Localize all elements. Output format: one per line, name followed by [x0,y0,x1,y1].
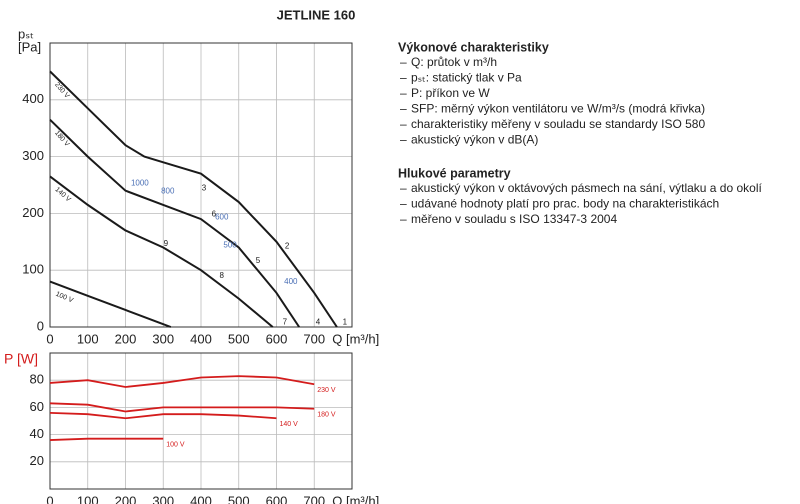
series-label: 100 V [54,291,74,305]
series-label: 230 V [317,387,336,394]
series-line [49,175,274,328]
chart-title: JETLINE 160 [277,7,356,22]
annotation: 800 [161,186,175,195]
series-line [49,437,164,441]
annotation: 6 [212,210,217,219]
annotation: 4 [316,318,321,327]
list-item: udávané hodnoty platí pro prac. body na … [411,197,719,211]
x-tick-label: 200 [115,493,137,504]
bullet: – [400,197,407,211]
x-tick-label: 400 [190,331,212,346]
list-item: akustický výkon v oktávových pásmech na … [411,181,763,195]
x-tick-label: 500 [228,493,250,504]
bullet: – [400,86,407,100]
annotation: 9 [164,239,169,248]
list-item: charakteristiky měřeny v souladu se stan… [411,117,705,131]
annotation: 1000 [131,178,149,187]
list-item: akustický výkon v dB(A) [411,133,538,147]
x-axis-label: Q [m³/h] [332,331,379,346]
x-tick-label: 700 [303,493,325,504]
bullet: – [400,117,407,131]
x-tick-label: 200 [115,331,137,346]
x-tick-label: 300 [152,493,174,504]
series-label: 140 V [53,186,72,204]
series-label: 230 V [53,81,70,100]
bullet: – [400,181,407,195]
y-tick-label: 80 [30,372,44,387]
x-tick-label: 100 [77,331,99,346]
x-tick-label: 700 [303,331,325,346]
list-item: pₛₜ: statický tlak v Pa [411,71,522,85]
bullet: – [400,55,407,69]
x-tick-label: 600 [266,493,288,504]
x-tick-label: 600 [266,331,288,346]
list-item: P: příkon ve W [411,86,490,100]
annotation: 3 [202,184,207,193]
series-line [49,280,172,328]
series-line [49,402,315,413]
bullet: – [400,71,407,85]
list-item: měřeno v souladu s ISO 13347-3 2004 [411,212,617,226]
y-tick-label: 20 [30,453,44,468]
x-tick-label: 0 [46,493,53,504]
annotation: 400 [284,277,298,286]
series-line [49,375,315,388]
annotation: 8 [220,271,225,280]
annotation: 2 [285,241,290,250]
annotation: 7 [283,318,288,327]
y-tick-label: 100 [22,262,44,277]
y-tick-label: 200 [22,205,44,220]
series-line [49,70,338,328]
bullet: – [400,212,407,226]
annotation: 600 [215,212,229,221]
y-axis-label: pₛₜ [18,26,34,41]
plot-frame [49,42,353,328]
series-label: 180 V [53,130,70,149]
section-heading: Hlukové parametry [398,166,511,180]
bullet: – [400,102,407,116]
list-item: Q: průtok v m³/h [411,55,497,69]
x-tick-label: 300 [152,331,174,346]
x-tick-label: 500 [228,331,250,346]
y-tick-label: 300 [22,148,44,163]
annotation: 5 [256,256,261,265]
y-axis-label: P [W] [4,351,38,367]
plot-frame [49,352,353,490]
x-tick-label: 100 [77,493,99,504]
y-tick-label: 60 [30,399,44,414]
x-axis-label: Q [m³/h] [332,493,379,504]
y-tick-label: 400 [22,91,44,106]
bullet: – [400,133,407,147]
x-tick-label: 0 [46,331,53,346]
y-tick-label: 0 [37,318,44,333]
series-label: 180 V [317,412,336,419]
annotation: 1 [343,318,348,327]
y-axis-unit: [Pa] [18,39,41,54]
y-tick-label: 40 [30,426,44,441]
series-line [49,411,277,420]
series-line [49,118,300,328]
x-tick-label: 400 [190,493,212,504]
series-label: 140 V [280,421,299,428]
annotation: 500 [223,240,237,249]
section-heading: Výkonové charakteristiky [398,40,549,54]
list-item: SFP: měrný výkon ventilátoru ve W/m³/s (… [411,102,705,116]
series-label: 100 V [166,442,185,449]
